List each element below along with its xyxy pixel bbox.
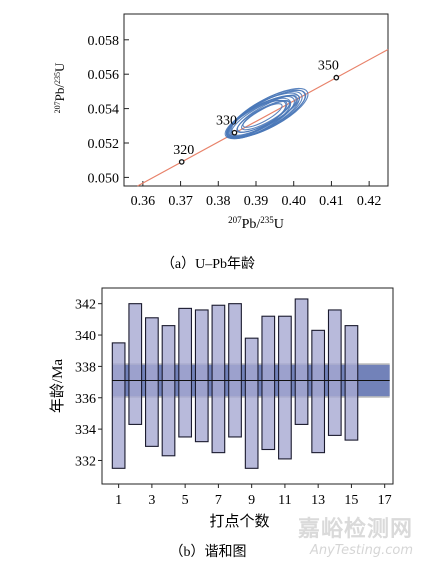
error-ellipses xyxy=(224,87,309,140)
age-range-bar xyxy=(344,325,359,441)
concordia-age-label: 320 xyxy=(173,143,194,158)
age-y-tick-label: 332 xyxy=(75,454,96,469)
age-range-bar xyxy=(244,337,259,469)
concordia-age-markers: 320 330 350 xyxy=(173,59,340,165)
age-y-tick-label: 338 xyxy=(75,360,96,375)
concordia-age-marker xyxy=(333,74,340,81)
age-range-bar xyxy=(228,303,242,438)
age-x-ticks: 1 3 5 7 9 11 13 15 17 xyxy=(115,484,392,508)
age-range-bar xyxy=(211,304,226,454)
concordia-y-tick-label: 0.054 xyxy=(88,103,120,118)
age-y-ticks: 332 334 336 338 340 342 xyxy=(75,298,102,469)
age-x-tick-label: 17 xyxy=(378,493,392,508)
age-y-tick-label: 334 xyxy=(75,423,96,438)
concordia-x-tick-label: 0.37 xyxy=(168,194,193,209)
concordia-y-tick-label: 0.052 xyxy=(88,137,120,152)
age-range-bar xyxy=(161,325,176,457)
concordia-caption: （a）U–Pb年龄 xyxy=(161,256,255,272)
age-x-tick-label: 13 xyxy=(311,493,325,508)
concordia-y-tick-label: 0.056 xyxy=(88,68,120,83)
concordia-age-marker xyxy=(231,129,238,136)
age-x-tick-label: 11 xyxy=(278,493,291,508)
concordia-y-tick-label: 0.058 xyxy=(88,34,120,49)
concordia-line xyxy=(137,48,389,187)
concordia-plot-frame xyxy=(123,13,389,187)
age-range-bar xyxy=(145,317,159,447)
concordia-x-tick-label: 0.42 xyxy=(357,194,382,209)
concordia-x-tick-label: 0.36 xyxy=(131,194,156,209)
concordia-x-axis-label: 207Pb/235U xyxy=(228,215,284,232)
age-x-tick-label: 5 xyxy=(182,493,189,508)
concordia-age-marker xyxy=(178,159,185,165)
concordia-x-tick-label: 0.38 xyxy=(206,194,231,209)
error-ellipse xyxy=(242,103,283,128)
age-range-bar xyxy=(327,309,342,436)
concordia-age-label: 330 xyxy=(216,114,237,129)
age-x-tick-label: 15 xyxy=(344,493,358,508)
error-ellipse xyxy=(236,99,291,134)
age-x-tick-label: 1 xyxy=(115,493,122,508)
age-x-tick-label: 7 xyxy=(215,493,222,508)
age-y-axis-label: 年龄/Ma xyxy=(49,359,66,414)
age-y-tick-label: 336 xyxy=(75,392,96,407)
age-x-axis-label: 打点个数 xyxy=(209,513,269,530)
concordia-x-tick-label: 0.40 xyxy=(281,194,306,209)
concordia-y-ticks: 0.050 0.052 0.054 0.056 0.058 xyxy=(88,34,129,186)
concordia-x-tick-label: 0.41 xyxy=(319,194,344,209)
concordia-age-label: 350 xyxy=(318,59,339,74)
age-range-bar xyxy=(278,315,292,460)
age-plot-frame xyxy=(101,287,394,485)
concordia-x-ticks: 0.36 0.37 0.38 0.39 0.40 0.41 0.42 xyxy=(131,181,382,209)
concordia-y-axis-label: 207Pb/235U xyxy=(52,62,67,113)
age-y-tick-label: 342 xyxy=(75,298,96,313)
age-range-bars xyxy=(111,298,359,469)
age-x-tick-label: 3 xyxy=(148,493,155,508)
concordia-x-tick-label: 0.39 xyxy=(244,194,269,209)
concordia-y-tick-label: 0.050 xyxy=(88,171,120,186)
age-range-bar xyxy=(311,329,326,454)
age-range-bar xyxy=(128,303,143,425)
age-range-bar xyxy=(261,315,276,451)
age-range-bar xyxy=(294,298,309,425)
age-y-tick-label: 340 xyxy=(75,329,96,344)
age-range-bar xyxy=(178,307,193,438)
age-chart-caption: （b）谐和图 xyxy=(170,544,247,560)
age-range-bar xyxy=(194,309,209,443)
error-ellipse xyxy=(227,99,288,138)
age-range-bar xyxy=(111,342,126,469)
age-x-tick-label: 9 xyxy=(248,493,255,508)
